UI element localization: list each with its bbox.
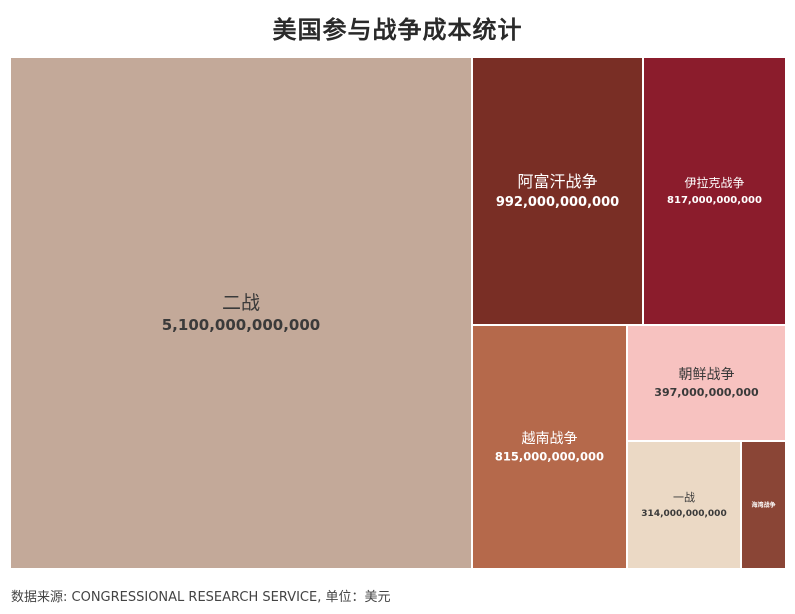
treemap-cell-2: 阿富汗战争 992,000,000,000 — [473, 58, 642, 324]
treemap-label: 二战 — [222, 292, 260, 314]
treemap-cell-5: 朝鲜战争 397,000,000,000 — [628, 326, 785, 440]
treemap-cell-6: 一战 314,000,000,000 — [628, 442, 740, 568]
treemap-value: 397,000,000,000 — [654, 386, 759, 399]
treemap-label: 朝鲜战争 — [679, 367, 735, 383]
treemap-label: 海湾战争 — [751, 501, 775, 509]
treemap-cell-4: 越南战争 815,000,000,000 — [473, 326, 626, 568]
treemap-label: 一战 — [673, 491, 695, 504]
treemap-value: 992,000,000,000 — [496, 195, 619, 210]
treemap-value: 5,100,000,000,000 — [162, 316, 320, 334]
treemap-value: 817,000,000,000 — [667, 195, 762, 206]
treemap-label: 越南战争 — [522, 431, 578, 447]
treemap-cell-1: 二战 5,100,000,000,000 — [11, 58, 471, 568]
treemap-rect — [11, 58, 471, 568]
treemap-rect — [644, 58, 785, 324]
treemap-value: 314,000,000,000 — [641, 509, 726, 519]
treemap-rect — [473, 58, 642, 324]
treemap-rect — [628, 442, 740, 568]
chart-source: 数据来源: CONGRESSIONAL RESEARCH SERVICE, 单位… — [11, 590, 391, 605]
treemap-cell-7: 海湾战争 — [742, 442, 785, 568]
treemap-rect — [473, 326, 626, 568]
chart-title: 美国参与战争成本统计 — [272, 16, 523, 44]
treemap-rect — [628, 326, 785, 440]
treemap-value: 815,000,000,000 — [495, 450, 604, 464]
treemap-label: 阿富汗战争 — [517, 172, 597, 191]
treemap-rect — [742, 442, 785, 568]
treemap-label: 伊拉克战争 — [684, 175, 744, 190]
treemap-cell-3: 伊拉克战争 817,000,000,000 — [644, 58, 785, 324]
